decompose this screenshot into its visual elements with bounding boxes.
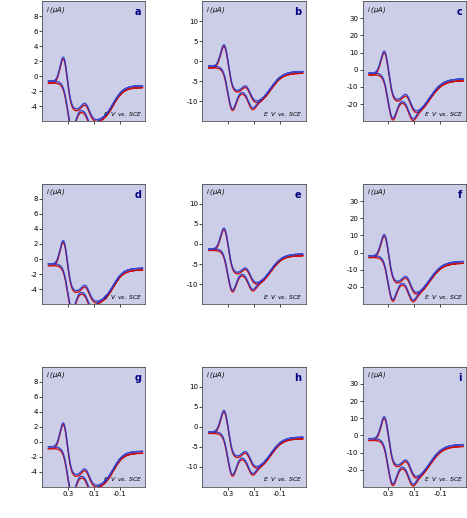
Text: c: c (456, 7, 462, 17)
Text: d: d (134, 190, 142, 200)
Text: $E$  V vs. SCE: $E$ V vs. SCE (263, 293, 303, 300)
Text: b: b (295, 7, 302, 17)
Text: g: g (134, 372, 142, 383)
Text: $E$  V vs. SCE: $E$ V vs. SCE (103, 476, 142, 483)
Text: $i$ ($\mu$A): $i$ ($\mu$A) (46, 188, 65, 197)
Text: $E$  V vs. SCE: $E$ V vs. SCE (103, 110, 142, 118)
Text: $i$ ($\mu$A): $i$ ($\mu$A) (367, 5, 386, 15)
Text: $E$  V vs. SCE: $E$ V vs. SCE (263, 476, 303, 483)
Text: a: a (135, 7, 142, 17)
Text: $i$ ($\mu$A): $i$ ($\mu$A) (46, 5, 65, 15)
Text: $i$ ($\mu$A): $i$ ($\mu$A) (206, 188, 226, 197)
Text: e: e (295, 190, 302, 200)
Text: f: f (458, 190, 462, 200)
Text: $i$ ($\mu$A): $i$ ($\mu$A) (206, 370, 226, 380)
Text: $E$  V vs. SCE: $E$ V vs. SCE (103, 293, 142, 300)
Text: $i$ ($\mu$A): $i$ ($\mu$A) (206, 5, 226, 15)
Text: $E$  V vs. SCE: $E$ V vs. SCE (424, 476, 463, 483)
Text: $i$ ($\mu$A): $i$ ($\mu$A) (367, 188, 386, 197)
Text: $i$ ($\mu$A): $i$ ($\mu$A) (46, 370, 65, 380)
Text: $i$ ($\mu$A): $i$ ($\mu$A) (367, 370, 386, 380)
Text: $E$  V vs. SCE: $E$ V vs. SCE (263, 110, 303, 118)
Text: h: h (295, 372, 302, 383)
Text: $E$  V vs. SCE: $E$ V vs. SCE (424, 110, 463, 118)
Text: i: i (459, 372, 462, 383)
Text: $E$  V vs. SCE: $E$ V vs. SCE (424, 293, 463, 300)
